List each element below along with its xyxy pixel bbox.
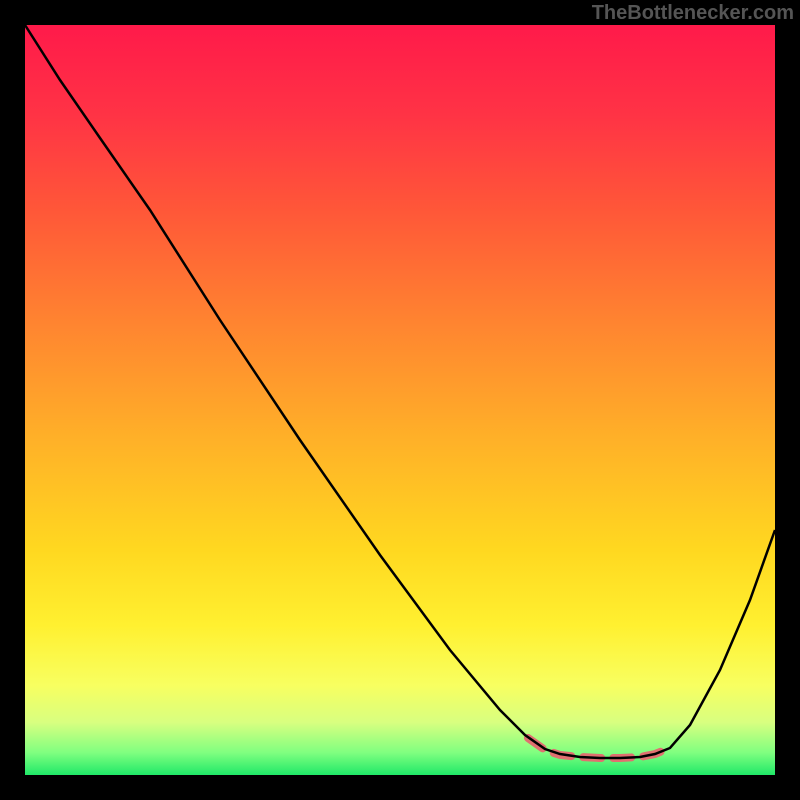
- chart-canvas: TheBottlenecker.com: [0, 0, 800, 800]
- plot-gradient-background: [25, 25, 775, 775]
- bottleneck-chart: [0, 0, 800, 800]
